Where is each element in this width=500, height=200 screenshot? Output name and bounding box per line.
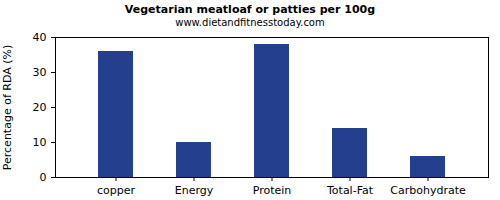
svg-text:40: 40 — [33, 31, 47, 44]
svg-text:Carbohydrate: Carbohydrate — [390, 184, 466, 197]
svg-text:copper: copper — [97, 184, 136, 197]
svg-text:20: 20 — [33, 101, 47, 114]
svg-text:Protein: Protein — [253, 184, 292, 197]
svg-text:10: 10 — [33, 136, 47, 149]
html-text:www.dietandfitnesstoday.com: www.dietandfitnesstoday.com — [175, 17, 325, 28]
svg-text:30: 30 — [33, 66, 47, 79]
html-text:Vegetarian meatloaf or patties: Vegetarian meatloaf or patties per 100g — [124, 3, 376, 16]
svg-text:Percentage of RDA (%): Percentage of RDA (%) — [1, 45, 14, 170]
svg-text:Total-Fat: Total-Fat — [326, 184, 374, 197]
svg-text:Energy: Energy — [175, 184, 214, 197]
svg-text:0: 0 — [40, 171, 47, 184]
